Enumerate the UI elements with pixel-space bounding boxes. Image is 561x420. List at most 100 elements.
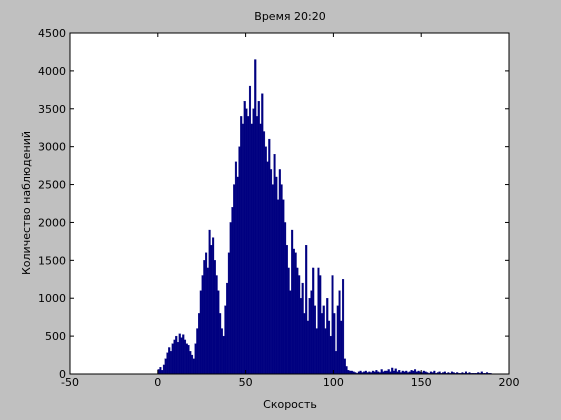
bar — [233, 184, 236, 375]
bar — [210, 245, 213, 375]
bar — [226, 282, 229, 375]
bar — [336, 305, 339, 375]
bar — [243, 101, 246, 375]
bar — [324, 328, 327, 375]
bar — [282, 199, 285, 375]
bar — [196, 328, 199, 375]
bar — [273, 154, 276, 375]
bar — [294, 252, 297, 375]
bar — [342, 279, 345, 375]
bar — [410, 370, 413, 375]
bar — [380, 369, 383, 375]
bar — [208, 229, 211, 375]
bar — [159, 367, 162, 375]
bar — [299, 298, 302, 375]
x-axis-label: Скорость — [263, 398, 317, 411]
bar — [257, 101, 260, 375]
y-tick-label: 2500 — [38, 179, 66, 192]
bar — [322, 305, 325, 375]
bar — [234, 161, 237, 375]
bar — [296, 267, 299, 375]
bar — [176, 342, 180, 375]
bar — [270, 169, 273, 375]
y-tick-label: 4500 — [38, 27, 66, 40]
bar — [266, 161, 269, 375]
chart-title: Время 20:20 — [254, 10, 325, 23]
bar — [310, 290, 313, 375]
bar — [343, 358, 346, 375]
bar — [248, 85, 252, 375]
y-tick-label: 1500 — [38, 254, 66, 267]
bar — [387, 369, 390, 375]
bar — [171, 343, 174, 375]
bar — [169, 351, 172, 375]
bar — [236, 176, 239, 375]
bar — [317, 267, 320, 375]
bar — [199, 290, 202, 375]
bar — [183, 339, 187, 375]
bar — [303, 313, 306, 375]
bar — [347, 370, 350, 375]
bar — [275, 176, 278, 375]
bar — [254, 59, 257, 375]
bar — [277, 199, 280, 375]
bar — [161, 370, 164, 375]
y-tick-label: 2000 — [38, 216, 66, 229]
y-tick-label: 3000 — [38, 141, 66, 154]
bar — [227, 252, 230, 375]
bar — [340, 320, 343, 375]
bar — [245, 108, 248, 375]
bar — [312, 267, 315, 375]
bar — [287, 267, 290, 375]
bar — [264, 146, 267, 375]
bar — [306, 320, 309, 375]
bar — [189, 351, 192, 375]
bar — [263, 131, 266, 375]
bar — [268, 138, 271, 375]
x-tick-label: 50 — [239, 376, 253, 389]
bar — [271, 184, 274, 375]
bar — [261, 93, 264, 375]
bar — [329, 335, 332, 375]
bar — [185, 343, 188, 375]
bar — [222, 335, 225, 375]
bar — [289, 290, 292, 375]
y-tick-label: 500 — [45, 330, 66, 343]
bar — [192, 358, 195, 375]
x-tick-label: 100 — [323, 376, 344, 389]
bar — [203, 260, 206, 375]
x-tick-label: 200 — [499, 376, 520, 389]
bar — [259, 123, 262, 375]
bar — [178, 333, 181, 375]
bar — [414, 369, 417, 375]
bar — [394, 368, 397, 375]
bar — [180, 337, 183, 375]
bar — [292, 248, 295, 375]
y-tick-label: 0 — [59, 368, 66, 381]
bar — [175, 335, 178, 375]
bar — [173, 339, 176, 375]
bar — [168, 347, 171, 375]
bar — [345, 366, 348, 375]
bar — [201, 275, 204, 375]
bar — [284, 222, 287, 375]
bar — [206, 267, 209, 375]
bar — [187, 345, 190, 375]
bar — [308, 298, 311, 375]
bar — [333, 313, 336, 375]
bar — [391, 367, 394, 375]
bar — [313, 305, 316, 375]
bar — [166, 352, 169, 375]
y-axis-label: Количество наблюдений — [20, 131, 33, 275]
bar — [194, 343, 197, 375]
bar — [326, 298, 329, 375]
bar — [241, 123, 244, 375]
x-tick-label: -50 — [61, 376, 79, 389]
bar — [327, 320, 331, 375]
bar — [219, 313, 222, 375]
bar — [320, 313, 324, 375]
bar — [278, 169, 281, 375]
bar — [319, 275, 322, 375]
bar — [220, 328, 223, 375]
